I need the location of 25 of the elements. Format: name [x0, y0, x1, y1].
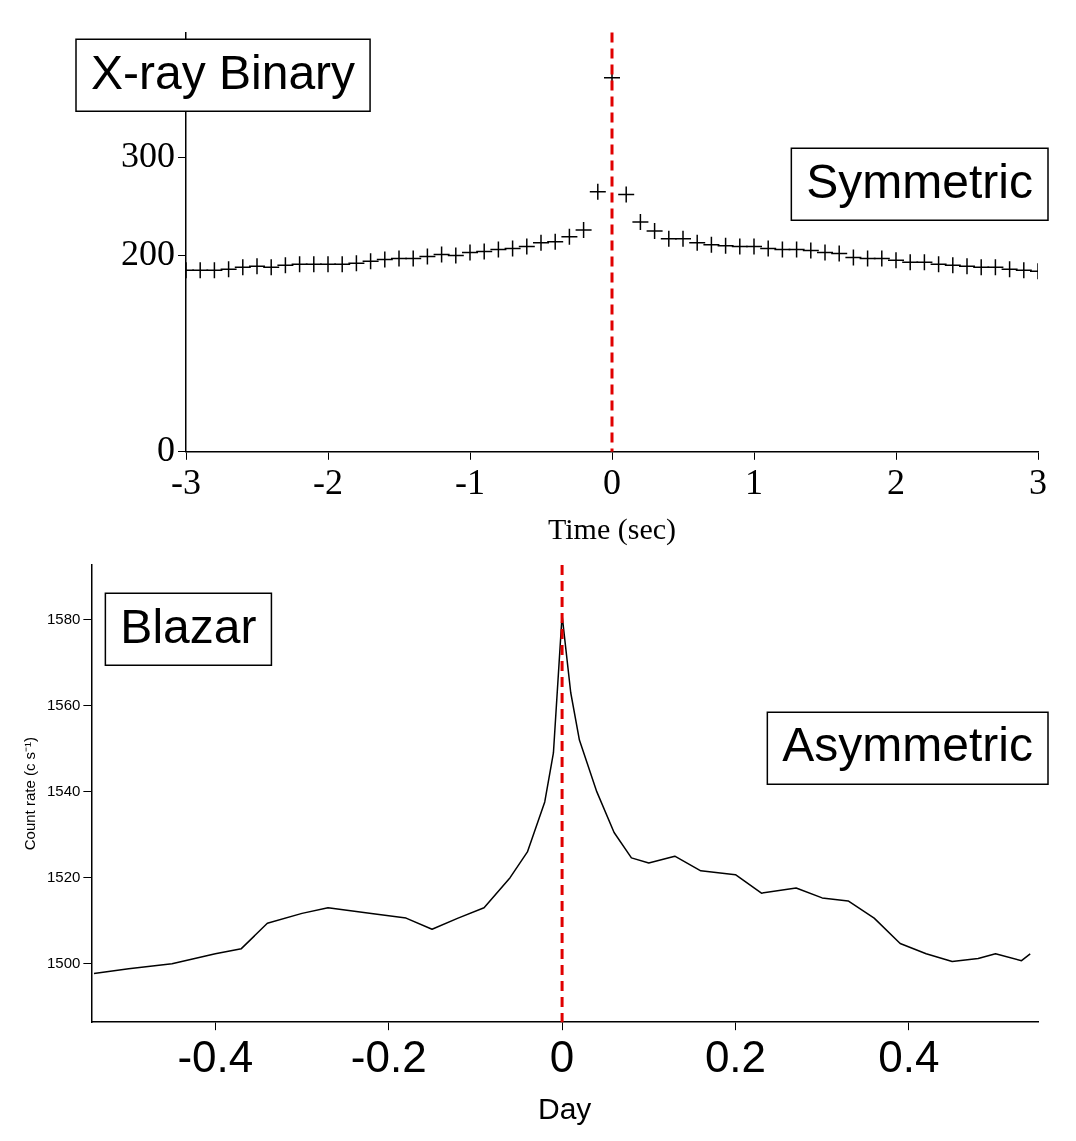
y-tick-label: 300: [121, 134, 175, 175]
x-tick-label: 0: [549, 1031, 575, 1081]
y-tick-label: 1580: [46, 609, 81, 627]
x-tick-label: -0.4: [177, 1031, 254, 1081]
x-tick-label: 2: [887, 461, 905, 502]
y-tick-label: 1520: [46, 867, 81, 885]
y-tick-label: 200: [121, 232, 175, 273]
x-tick-label: 1: [745, 461, 763, 502]
annotation: Blazar: [120, 599, 257, 653]
y-axis-title: Count rate (c s⁻¹): [21, 736, 39, 851]
x-tick-label: 0.4: [878, 1031, 940, 1081]
y-tick-label: 1500: [46, 953, 81, 971]
x-axis-title: Day: [538, 1092, 592, 1126]
x-axis-title: Time (sec): [547, 511, 677, 546]
x-tick-label: -2: [313, 461, 343, 502]
annotation: X-ray Binary: [91, 45, 356, 99]
annotation: Asymmetric: [782, 718, 1034, 772]
annotation: Symmetric: [806, 154, 1034, 208]
y-tick-label: 1540: [46, 781, 81, 799]
x-tick-label: 3: [1029, 461, 1047, 502]
x-tick-label: 0.2: [704, 1031, 767, 1081]
y-tick-label: 1560: [46, 695, 81, 713]
x-tick-label: -0.2: [350, 1031, 427, 1081]
x-tick-label: 0: [603, 461, 621, 502]
x-tick-label: -1: [455, 461, 485, 502]
